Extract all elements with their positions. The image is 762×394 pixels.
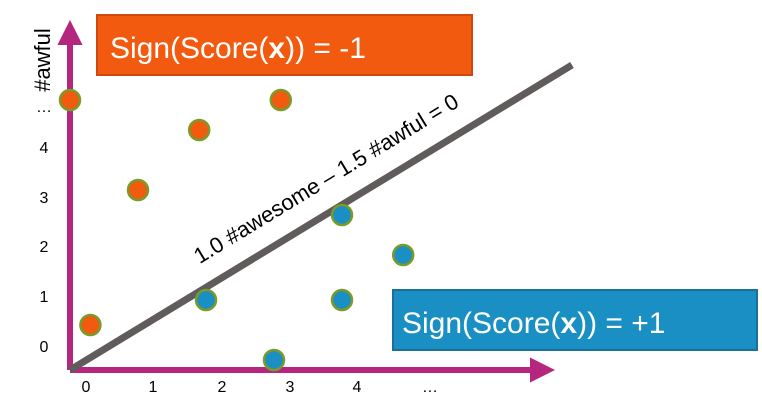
x-tick-label: 4 [353,379,362,394]
negative-point [126,178,150,202]
positive-class-label: Sign(Score(x)) = +1 [402,307,665,340]
positive-point [194,288,218,312]
positive-point [262,348,286,372]
decision-boundary-label: 1.0 #awesome – 1.5 #awful = 0 [189,89,463,269]
x-tick-label: … [422,379,438,394]
y-tick-label: 3 [40,190,49,207]
negative-point [79,313,102,337]
negative-point [58,88,82,112]
negative-class-label: Sign(Score(x)) = -1 [110,32,366,65]
negative-class-box-bg [96,14,473,76]
positive-point [330,288,354,312]
positive-point [391,243,415,267]
negative-point [187,118,211,142]
x-tick-label: 2 [218,379,227,394]
y-tick-label: 1 [40,289,49,306]
x-tick-label: 1 [149,379,158,394]
positive-point [330,203,354,227]
y-tick-label: 0 [40,339,49,356]
y-tick-label: … [36,99,52,116]
positive-class-box-bg [392,289,758,351]
y-axis-label: #awful [30,28,55,92]
x-tick-label: 0 [82,379,91,394]
y-tick-label: 2 [40,239,49,256]
x-tick-label: 3 [286,379,295,394]
y-tick-label: 4 [40,140,49,157]
decision-boundary-line [68,62,574,373]
negative-class-box: Sign(Score(x)) = -1 [96,14,473,76]
negative-point [269,88,293,112]
data-points [58,88,415,372]
positive-class-box: Sign(Score(x)) = +1 [392,289,758,351]
